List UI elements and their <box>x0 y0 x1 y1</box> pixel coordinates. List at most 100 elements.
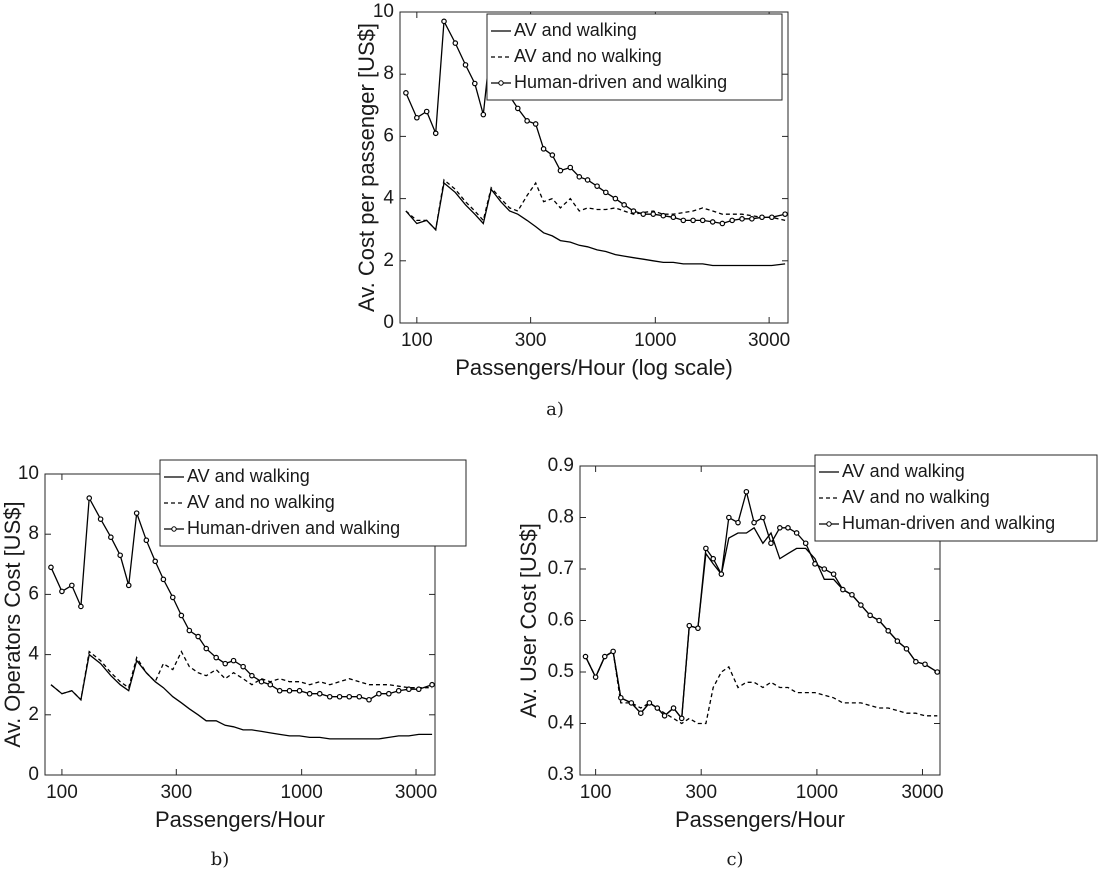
data-point <box>637 710 644 717</box>
data-point <box>922 661 928 668</box>
series-line <box>405 181 786 267</box>
data-point <box>203 645 210 652</box>
caption: a) <box>546 399 564 420</box>
data-point <box>78 603 84 610</box>
y-tick-label: 0.6 <box>548 610 574 631</box>
legend-label: AV and walking <box>842 461 965 481</box>
y-axis-label: Av. User Cost [US$] <box>516 523 541 718</box>
legend-marker <box>171 526 177 532</box>
data-point <box>567 164 574 171</box>
data-point <box>858 602 864 608</box>
data-point <box>152 558 159 565</box>
data-point <box>406 686 412 693</box>
data-point <box>549 152 556 158</box>
data-point <box>695 625 701 632</box>
series-line <box>405 178 786 232</box>
data-point <box>462 62 469 68</box>
y-tick-label: 0 <box>383 312 394 333</box>
data-point <box>386 690 392 697</box>
y-tick-label: 0.4 <box>548 713 575 734</box>
data-point <box>336 693 343 700</box>
data-point <box>326 693 333 700</box>
data-point <box>650 211 657 217</box>
legend-marker <box>826 521 832 527</box>
data-point <box>885 627 892 634</box>
y-tick-label: 2 <box>383 250 394 271</box>
data-point <box>441 18 447 25</box>
data-point <box>240 663 246 670</box>
y-tick-label: 10 <box>18 463 39 484</box>
data-point <box>640 211 647 217</box>
data-point <box>540 146 547 152</box>
data-point <box>618 694 624 701</box>
data-point <box>718 571 725 577</box>
data-point <box>286 687 293 694</box>
data-point <box>660 212 667 219</box>
data-point <box>703 545 709 552</box>
data-point <box>812 561 818 567</box>
data-point <box>423 108 430 115</box>
data-point <box>934 669 941 675</box>
data-point <box>830 571 837 577</box>
x-axis-label: Passengers/Hour (log scale) <box>455 355 733 380</box>
data-point <box>222 660 229 667</box>
data-point <box>532 121 539 127</box>
data-point <box>125 582 132 589</box>
x-tick-label: 100 <box>580 782 612 803</box>
y-tick-label: 0.8 <box>548 507 574 528</box>
data-point <box>514 105 521 112</box>
data-point <box>601 653 608 660</box>
y-tick-label: 8 <box>28 523 39 544</box>
data-point <box>213 654 219 661</box>
data-point <box>230 657 237 664</box>
data-point <box>849 591 855 598</box>
data-point <box>584 177 591 183</box>
data-point <box>108 534 114 541</box>
data-point <box>178 612 185 619</box>
data-point <box>306 690 313 697</box>
x-tick-label: 100 <box>401 330 433 351</box>
y-tick-label: 4 <box>383 188 394 209</box>
x-tick-label: 3000 <box>395 782 437 803</box>
data-point <box>316 690 323 697</box>
data-point <box>621 202 627 208</box>
data-point <box>376 690 382 697</box>
data-point <box>670 214 677 221</box>
data-point <box>759 214 765 221</box>
data-point <box>686 622 693 629</box>
x-axis-label: Passengers/Hour <box>155 807 325 832</box>
caption: c) <box>726 849 743 870</box>
series-line <box>50 653 433 740</box>
data-point <box>471 80 478 87</box>
data-point <box>749 216 755 222</box>
data-point <box>117 552 123 559</box>
data-point <box>769 214 775 221</box>
data-point <box>258 678 265 685</box>
x-tick-label: 3000 <box>748 330 790 351</box>
data-point <box>432 130 439 137</box>
data-point <box>867 612 873 619</box>
x-tick-label: 3000 <box>901 782 943 803</box>
data-point <box>160 576 167 583</box>
legend-label: AV and walking <box>514 20 637 40</box>
x-tick-label: 300 <box>160 782 192 803</box>
data-point <box>661 712 668 719</box>
data-point <box>592 674 599 680</box>
data-point <box>603 189 609 196</box>
data-point <box>576 174 583 180</box>
legend-label: Human-driven and walking <box>514 72 727 92</box>
data-point <box>777 524 783 531</box>
data-point <box>739 216 745 222</box>
data-point <box>726 514 732 521</box>
series-line <box>50 650 433 702</box>
data-point <box>97 516 104 522</box>
legend-label: Human-driven and walking <box>842 513 1055 533</box>
data-point <box>143 537 150 544</box>
data-point <box>913 658 919 665</box>
data-point <box>610 648 616 655</box>
data-point <box>414 114 420 121</box>
y-tick-label: 0.7 <box>548 558 574 579</box>
data-point <box>760 514 766 521</box>
data-point <box>267 681 274 688</box>
data-point <box>480 111 487 118</box>
